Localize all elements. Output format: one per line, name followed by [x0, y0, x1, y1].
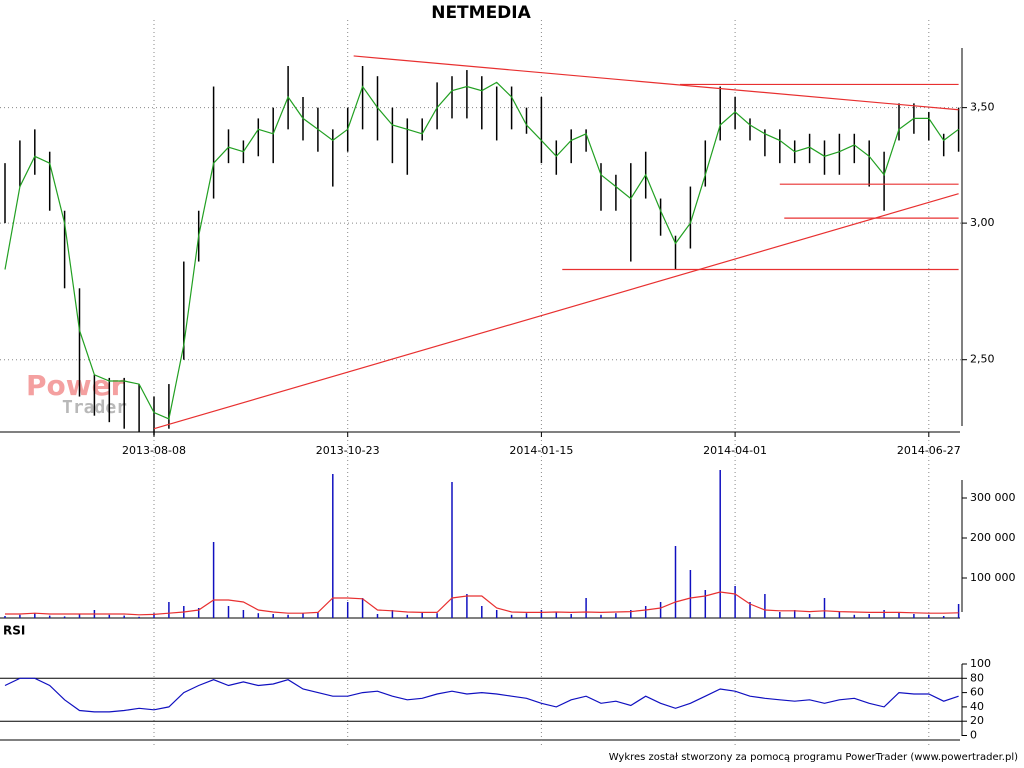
- x-tick-label: 2013-08-08: [122, 444, 186, 457]
- y-tick-label: 100: [970, 657, 991, 670]
- watermark: Power: [26, 369, 125, 402]
- x-tick-label: 2014-04-01: [703, 444, 767, 457]
- trendline: [353, 55, 959, 111]
- panel-title: RSI: [3, 624, 25, 638]
- y-tick-label: 200 000: [970, 531, 1016, 544]
- moving-average: [4, 81, 959, 420]
- y-tick-label: 60: [970, 686, 984, 699]
- x-tick-label: 2014-06-27: [897, 444, 961, 457]
- x-tick-label: 2014-01-15: [509, 444, 573, 457]
- footer: Wykres został stworzony za pomocą progra…: [609, 752, 1018, 763]
- y-tick-label: 0: [970, 729, 977, 742]
- rsi-line: [4, 677, 959, 713]
- y-tick-label: 40: [970, 700, 984, 713]
- y-tick-label: 2,50: [970, 353, 995, 366]
- volume-average: [5, 591, 959, 616]
- y-tick-label: 80: [970, 671, 984, 684]
- y-tick-label: 3,50: [970, 101, 995, 114]
- y-tick-label: 20: [970, 714, 984, 727]
- y-tick-label: 300 000: [970, 491, 1016, 504]
- chart-title: NETMEDIA: [431, 3, 531, 23]
- x-tick-label: 2013-10-23: [316, 444, 380, 457]
- trendline: [153, 193, 959, 430]
- y-tick-label: 3,00: [970, 216, 995, 229]
- y-tick-label: 100 000: [970, 571, 1016, 584]
